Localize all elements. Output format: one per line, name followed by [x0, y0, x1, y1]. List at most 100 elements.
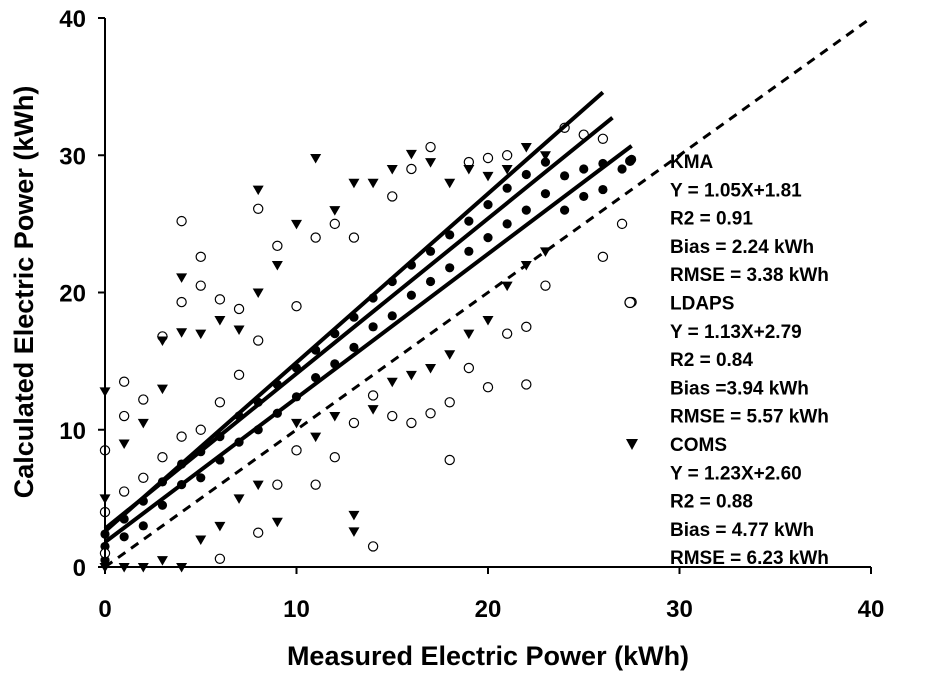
ldaps-point — [253, 527, 264, 538]
coms-legend-stat: Y = 1.23X+2.60 — [670, 463, 802, 484]
tick-labels: 0 10 20 30 40 0 10 20 30 40 — [59, 6, 884, 623]
y-tick-label: 40 — [59, 6, 86, 33]
one-to-one-line — [104, 16, 872, 569]
kma-point — [598, 184, 608, 195]
kma-legend-stat: R2 = 0.91 — [670, 209, 753, 230]
kma-point — [445, 263, 455, 273]
ldaps-point — [329, 452, 340, 463]
coms-point — [539, 151, 551, 161]
legend-stats: KMA Y = 1.05X+1.81 R2 = 0.91 Bias = 2.24 kW… — [624, 152, 829, 569]
kma-point — [579, 191, 589, 202]
y-axis-title: Calculated Electric Power (kWh) — [9, 86, 39, 499]
coms-point — [252, 480, 264, 491]
ldaps-point — [540, 280, 551, 291]
kma-legend-stat: RMSE = 3.38 kWh — [670, 265, 829, 286]
ldaps-point — [253, 335, 264, 346]
ldaps-point — [233, 303, 245, 315]
ldaps-point — [214, 397, 226, 408]
kma-legend-stat: Bias = 2.24 kWh — [670, 237, 814, 258]
coms-point — [310, 153, 322, 164]
x-tick-label: 20 — [475, 596, 502, 623]
kma-point — [540, 157, 551, 167]
coms-fit-line — [103, 90, 605, 533]
ldaps-point — [425, 408, 436, 419]
coms-point — [463, 329, 475, 340]
kma-point — [464, 246, 474, 256]
ldaps-point — [348, 417, 360, 429]
coms-point — [195, 329, 207, 340]
coms-point — [271, 261, 283, 271]
x-tick-label: 40 — [858, 596, 885, 623]
ldaps-legend-name: LDAPS — [670, 294, 734, 315]
coms-point — [252, 288, 264, 298]
x-axis-title: Measured Electric Power (kWh) — [287, 641, 689, 671]
ldaps-legend-marker — [624, 296, 636, 309]
coms-point — [156, 556, 168, 566]
kma-point — [502, 183, 512, 193]
kma-point — [445, 230, 455, 240]
coms-point — [291, 418, 302, 429]
kma-point — [406, 290, 416, 300]
coms-legend-stat: Bias = 4.77 kWh — [670, 520, 814, 541]
kma-point — [464, 216, 474, 226]
axes — [98, 17, 872, 574]
y-tick-label: 0 — [73, 555, 86, 582]
ldaps-point — [463, 362, 475, 374]
coms-point — [176, 273, 188, 283]
ldaps-point — [406, 163, 417, 175]
fit-lines — [103, 16, 872, 569]
kma-point — [425, 276, 436, 287]
coms-point — [367, 405, 379, 415]
coms-point — [156, 384, 168, 395]
coms-legend-stat: R2 = 0.88 — [670, 492, 753, 513]
coms-point — [195, 535, 207, 546]
ldaps-point — [387, 191, 398, 202]
coms-point — [386, 164, 398, 175]
ldaps-point — [501, 328, 513, 339]
ldaps-point — [195, 251, 206, 263]
ldaps-point — [597, 133, 609, 144]
coms-point — [233, 494, 245, 504]
ldaps-point — [195, 424, 206, 435]
coms-point — [214, 315, 226, 326]
coms-point — [386, 377, 398, 388]
coms-point — [214, 521, 226, 532]
kma-point — [617, 164, 627, 174]
kma-point — [196, 473, 206, 483]
ldaps-point — [176, 296, 187, 308]
ldaps-point — [406, 417, 417, 429]
coms-point — [233, 325, 245, 336]
coms-point — [501, 164, 513, 175]
ldaps-point — [272, 479, 283, 490]
ldaps-point — [176, 215, 187, 227]
kma-point — [521, 169, 531, 180]
coms-point — [425, 363, 437, 374]
kma-fit-line — [103, 144, 633, 544]
ldaps-point — [272, 240, 283, 252]
ldaps-point — [310, 479, 321, 490]
coms-point — [291, 219, 302, 230]
kma-point — [483, 200, 493, 210]
ldaps-point — [233, 369, 245, 381]
ldaps-legend-stat: RMSE = 5.57 kWh — [670, 407, 829, 428]
kma-point — [521, 205, 531, 215]
ldaps-point — [501, 150, 513, 161]
ldaps-point — [444, 454, 455, 466]
kma-legend-stat: Y = 1.05X+1.81 — [670, 180, 802, 201]
x-tick-label: 10 — [283, 596, 310, 623]
ldaps-point — [176, 431, 187, 442]
coms-point — [520, 143, 532, 153]
kma-point — [349, 342, 359, 352]
coms-point — [137, 418, 149, 429]
coms-point — [310, 432, 322, 443]
coms-point — [329, 206, 341, 216]
ldaps-point — [118, 376, 130, 387]
ldaps-point — [367, 541, 379, 552]
coms-point — [367, 178, 379, 189]
ldaps-legend-stat: Bias =3.94 kWh — [670, 378, 809, 399]
coms-point — [444, 178, 456, 189]
ldaps-point — [138, 394, 149, 405]
ldaps-point — [118, 410, 130, 422]
ldaps-point — [253, 203, 264, 214]
kma-point — [425, 246, 436, 256]
